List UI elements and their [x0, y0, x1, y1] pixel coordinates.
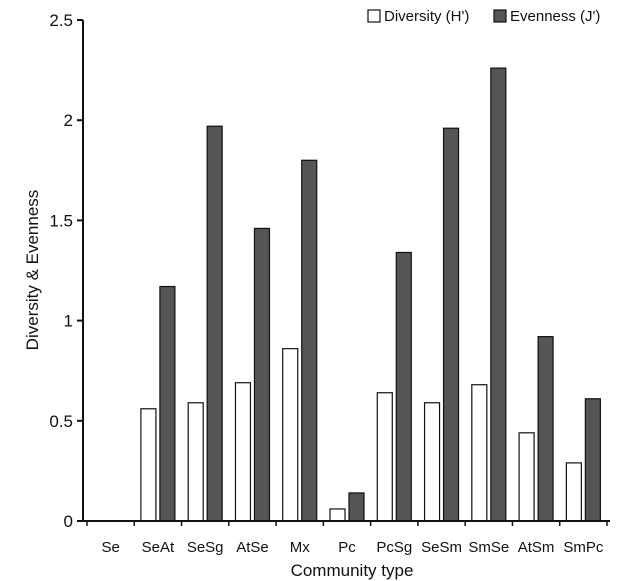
bar-evenness — [348, 492, 365, 522]
bar-evenness — [490, 67, 507, 522]
legend-label: Evenness (J') — [510, 8, 600, 25]
bar-evenness — [159, 285, 176, 522]
bar-diversity — [565, 462, 582, 522]
x-category-label: Mx — [290, 539, 310, 556]
legend-swatch — [367, 9, 381, 23]
bar-diversity — [140, 408, 157, 522]
legend: Diversity (H') Evenness (J') — [367, 8, 600, 25]
x-category-label: SmSe — [468, 539, 509, 556]
bar-evenness — [584, 398, 601, 522]
x-category-label: SmPc — [563, 539, 604, 556]
x-category-label: Pc — [338, 539, 356, 556]
bar-evenness — [537, 336, 554, 522]
y-tick-label: 2.5 — [49, 11, 73, 30]
bar-evenness — [253, 227, 271, 522]
bar-diversity — [471, 384, 488, 522]
x-axis-title: Community type — [291, 561, 414, 580]
bar-diversity — [187, 402, 204, 522]
legend-label: Diversity (H') — [384, 8, 469, 25]
x-category-label: SeSg — [187, 539, 224, 556]
x-category-label: AtSm — [518, 539, 555, 556]
bar-evenness — [442, 127, 460, 522]
x-category-label: Se — [101, 539, 119, 556]
y-axis-title: Diversity & Evenness — [23, 190, 42, 351]
bar-diversity — [329, 508, 346, 522]
y-tick-label: 2 — [64, 111, 73, 130]
bar-evenness — [395, 251, 412, 522]
bar-evenness — [301, 159, 318, 522]
bar-evenness — [206, 125, 223, 522]
x-category-label: SeAt — [142, 539, 175, 556]
bars-group — [140, 67, 601, 522]
bar-diversity — [423, 402, 441, 522]
bar-diversity — [376, 392, 393, 522]
y-tick-label: 1 — [64, 312, 73, 331]
y-axis-ticks: 0 0.5 1 1.5 2 2.5 — [49, 11, 83, 531]
y-tick-label: 0 — [64, 512, 73, 531]
x-axis-ticks: Se SeAt SeSg AtSe Mx Pc PcSg SeSm SmSe AtSm SmPc — [83, 520, 610, 556]
y-tick-label: 1.5 — [49, 211, 73, 230]
bar-diversity — [282, 348, 299, 522]
x-category-label: PcSg — [376, 539, 412, 556]
x-category-label: SeSm — [421, 539, 462, 556]
legend-swatch — [493, 9, 507, 23]
bar-diversity — [234, 382, 252, 522]
y-tick-label: 0.5 — [49, 412, 73, 431]
x-category-label: AtSe — [236, 539, 269, 556]
bar-diversity — [518, 432, 535, 522]
